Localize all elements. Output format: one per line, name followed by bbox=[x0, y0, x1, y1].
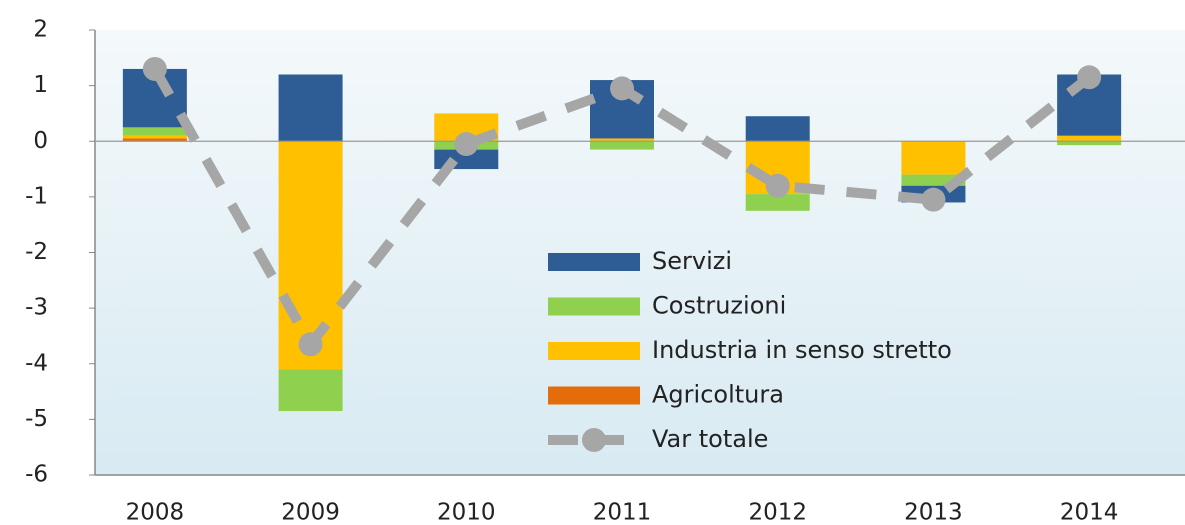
total-point bbox=[454, 132, 479, 157]
bar bbox=[122, 127, 187, 136]
y-tick-label: 1 bbox=[33, 72, 48, 98]
bar bbox=[1057, 141, 1122, 146]
y-tick-label: -4 bbox=[25, 350, 48, 376]
legend-swatch bbox=[582, 428, 606, 452]
x-tick-label: 2013 bbox=[904, 500, 963, 525]
bar bbox=[278, 369, 343, 412]
bar bbox=[901, 174, 966, 186]
bar bbox=[745, 194, 810, 211]
bar bbox=[278, 74, 343, 142]
legend-label: Servizi bbox=[652, 247, 732, 275]
total-point bbox=[765, 173, 790, 198]
legend-swatch bbox=[548, 342, 640, 360]
x-tick-label: 2010 bbox=[437, 500, 496, 525]
bar bbox=[122, 138, 187, 142]
x-tick-label: 2009 bbox=[281, 500, 340, 525]
legend-swatch bbox=[548, 253, 640, 271]
y-tick-label: -2 bbox=[25, 239, 48, 265]
x-tick-label: 2012 bbox=[748, 500, 807, 525]
y-tick-label: -5 bbox=[25, 406, 48, 432]
total-point bbox=[142, 56, 167, 81]
bar bbox=[122, 135, 187, 139]
legend-label: Costruzioni bbox=[652, 292, 786, 320]
x-tick-label: 2008 bbox=[126, 500, 185, 525]
total-point bbox=[610, 76, 634, 101]
total-point bbox=[298, 332, 323, 357]
total-point bbox=[921, 187, 946, 212]
legend-swatch bbox=[548, 297, 640, 316]
bar bbox=[745, 116, 810, 142]
total-point bbox=[1077, 65, 1102, 90]
legend-label: Industria in senso stretto bbox=[652, 336, 952, 364]
legend-swatch bbox=[548, 386, 640, 405]
y-tick-label: 0 bbox=[33, 128, 48, 154]
y-tick-label: -1 bbox=[25, 183, 48, 209]
legend-label: Var totale bbox=[652, 425, 768, 453]
bar bbox=[590, 141, 654, 150]
y-tick-label: -3 bbox=[25, 295, 48, 321]
legend-label: Agricoltura bbox=[652, 381, 784, 409]
bar bbox=[901, 141, 966, 175]
x-tick-label: 2011 bbox=[593, 500, 652, 525]
y-tick-label: 2 bbox=[33, 17, 48, 43]
y-tick-label: -6 bbox=[25, 462, 48, 488]
bar bbox=[590, 138, 654, 142]
x-tick-label: 2014 bbox=[1060, 500, 1119, 525]
bar bbox=[1057, 135, 1122, 142]
bar bbox=[278, 141, 343, 370]
